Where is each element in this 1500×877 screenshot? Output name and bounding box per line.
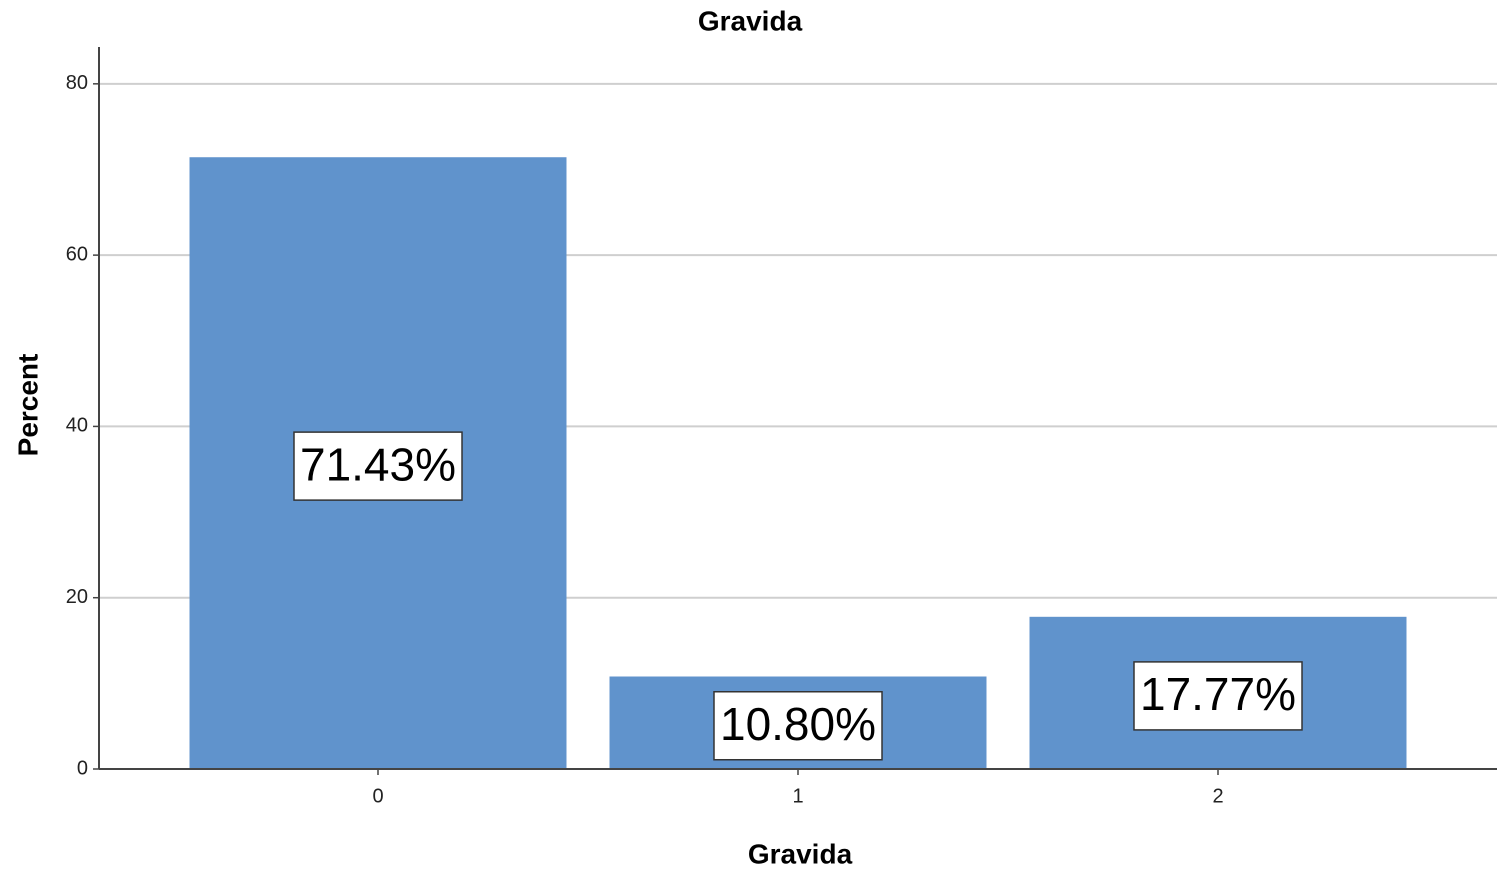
y-tick-label: 80 bbox=[66, 72, 88, 94]
value-label: 71.43% bbox=[300, 438, 456, 490]
chart-title: Gravida bbox=[698, 5, 803, 36]
value-label-box bbox=[1133, 661, 1303, 731]
x-tick-label: 0 bbox=[372, 785, 383, 807]
x-tick-label: 2 bbox=[1212, 785, 1223, 807]
y-tick-label: 40 bbox=[66, 415, 88, 437]
x-axis-label: Gravida bbox=[748, 838, 853, 869]
y-tick-label: 20 bbox=[66, 586, 88, 608]
x-tick-label: 1 bbox=[792, 785, 803, 807]
value-label: 10.80% bbox=[720, 698, 876, 750]
y-axis-label: Percent bbox=[12, 354, 43, 457]
value-label-box bbox=[713, 691, 883, 761]
value-label-box bbox=[293, 431, 463, 501]
value-label: 17.77% bbox=[1140, 668, 1296, 720]
y-tick-label: 60 bbox=[66, 243, 88, 265]
y-tick-label: 0 bbox=[77, 757, 88, 779]
